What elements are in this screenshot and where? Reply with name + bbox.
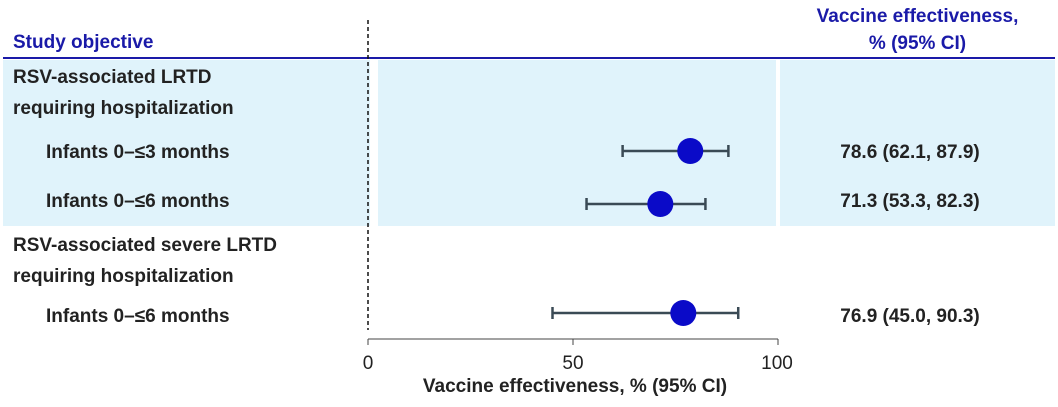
row-label-infants-0-6-b: Infants 0–≤6 months bbox=[46, 306, 230, 327]
group-1-title: RSV-associated LRTD requiring hospitaliz… bbox=[13, 62, 234, 124]
header-rule bbox=[3, 57, 1055, 59]
group-1-title-line-1: RSV-associated LRTD bbox=[13, 67, 212, 88]
x-tick-label-50: 50 bbox=[562, 353, 584, 374]
ve-header-line-1: Vaccine effectiveness, bbox=[816, 6, 1019, 27]
group-2-title: RSV-associated severe LRTD requiring hos… bbox=[13, 230, 277, 292]
ve-value-row-3: 76.9 (45.0, 90.3) bbox=[840, 306, 980, 327]
group-1-title-line-2: requiring hospitalization bbox=[13, 98, 234, 119]
group-2-title-line-2: requiring hospitalization bbox=[13, 266, 234, 287]
ve-value-row-2: 71.3 (53.3, 82.3) bbox=[840, 191, 980, 212]
band-group-1-values bbox=[780, 60, 1055, 226]
x-axis-title: Vaccine effectiveness, % (95% CI) bbox=[422, 376, 728, 397]
ve-header-line-2: % (95% CI) bbox=[868, 33, 967, 54]
estimate-marker-1-1 bbox=[677, 138, 704, 164]
row-label-infants-0-3: Infants 0–≤3 months bbox=[46, 142, 230, 163]
ve-column-header: Vaccine effectiveness, % (95% CI) bbox=[780, 3, 1055, 57]
x-tick-label-100: 100 bbox=[761, 353, 793, 374]
estimate-marker-1-2 bbox=[647, 191, 674, 217]
row-label-infants-0-6-a: Infants 0–≤6 months bbox=[46, 191, 230, 212]
x-tick-label-0: 0 bbox=[362, 353, 374, 374]
group-2-title-line-1: RSV-associated severe LRTD bbox=[13, 235, 278, 256]
study-objective-header: Study objective bbox=[13, 32, 154, 53]
band-group-1 bbox=[3, 60, 370, 226]
estimate-marker-2-1 bbox=[670, 300, 697, 326]
ve-value-row-1: 78.6 (62.1, 87.9) bbox=[840, 142, 980, 163]
band-group-1-plot bbox=[378, 60, 776, 226]
